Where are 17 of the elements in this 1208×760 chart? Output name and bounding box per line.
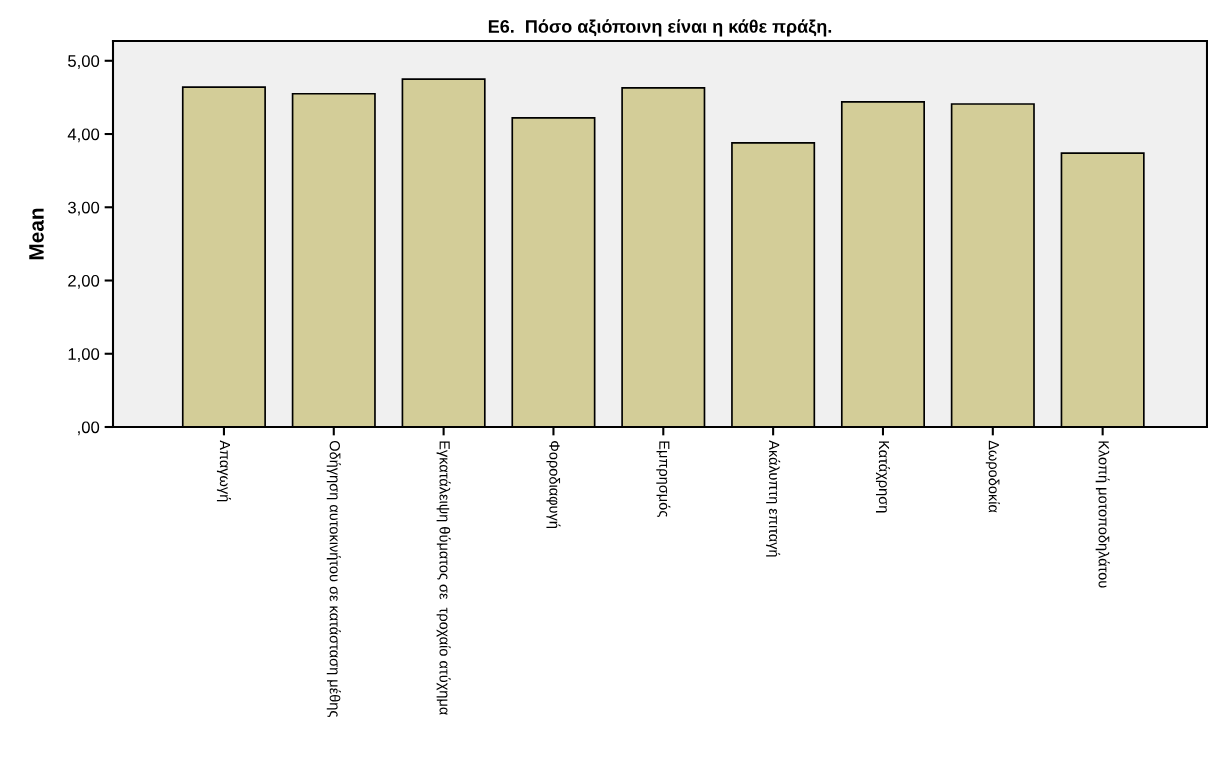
y-tick-label: ,00 [78,421,100,436]
y-tick-label: 1,00 [68,348,100,362]
x-tick-label: Εγκατάλειψη θύματος σε τροχαίο ατύχημα [436,441,451,715]
y-tick-label: 3,00 [68,201,100,216]
x-tick-label: Φοροδιαφυγή [546,441,561,529]
y-tick-label: 5,00 [68,55,100,69]
x-tick-label: Εμπρησμός [656,441,671,517]
x-tick-label: Απαγωγή [216,440,231,502]
x-tick-label: Κατάχρηση [875,441,890,513]
y-tick-label: 2,00 [68,274,100,289]
y-axis-title: Mean [29,208,44,260]
x-tick-label: Ακάλυπτη επιταγή [766,440,781,557]
chart-title: Ε6. Πόσο αξιόποινη είναι η κάθε πράξη. [488,19,832,37]
x-tick-label: Κλοπή μοτοποδηλάτου [1095,441,1110,588]
x-tick-label: Οδήγηση αυτοκινήτου σε κατάσταση μέθης [326,440,341,717]
x-tick-label: Δωροδοκία [985,440,1000,513]
y-tick-label: 4,00 [67,128,100,143]
